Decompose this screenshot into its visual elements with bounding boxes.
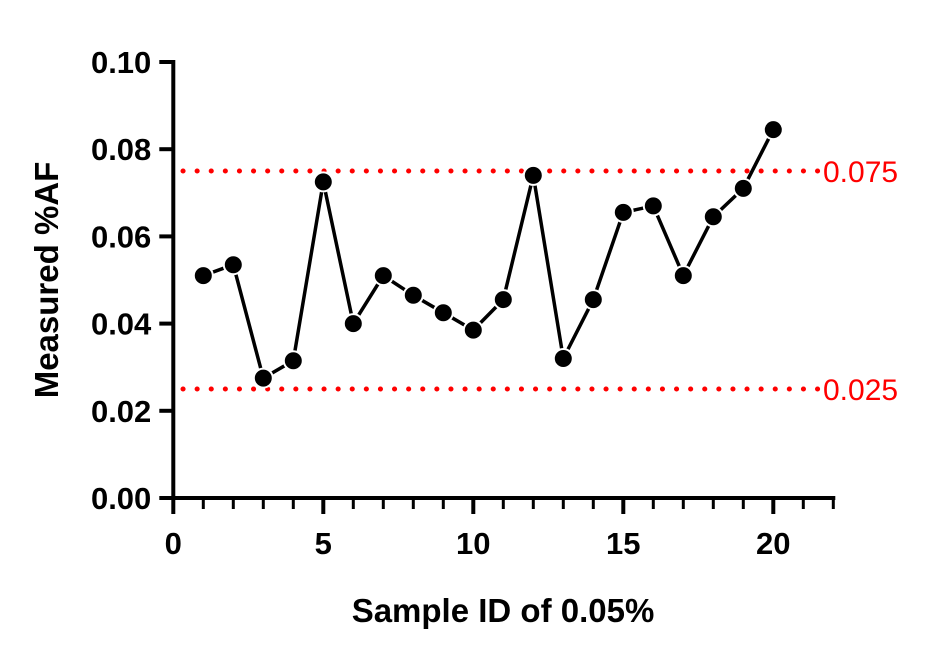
data-point-marker [372,265,394,287]
series-line [202,128,775,380]
data-point-marker [492,289,514,311]
x-axis-tick-label: 5 [315,526,332,561]
reference-line-label: 0.075 [823,156,898,189]
data-point-marker [342,313,364,335]
data-point-marker [762,119,784,141]
y-axis-tick-label: 0.08 [91,132,151,167]
data-point-marker [672,265,694,287]
y-axis-tick-label: 0.00 [91,481,151,516]
data-point-marker [312,171,334,193]
data-point-marker [702,206,724,228]
y-axis-tick-label: 0.10 [91,45,151,80]
data-point-marker [642,195,664,217]
y-axis-tick-label: 0.04 [91,307,152,342]
x-axis-tick-label: 0 [165,526,182,561]
chart-plot-area: 0.00 0.02 0.04 0.06 0.08 0.10 0 5 10 15 20 0.075 0.0… [91,45,898,561]
y-axis-title: Measured %AF [28,162,65,399]
x-axis-title: Sample ID of 0.05% [352,592,655,629]
data-point-marker [282,350,304,372]
data-point-marker [612,201,634,223]
data-point-marker [732,177,754,199]
x-axis-tick-label: 20 [756,526,790,561]
data-point-marker [402,284,424,306]
data-point-marker [462,319,484,341]
data-point-marker [522,164,544,186]
reference-line-label: 0.025 [823,374,898,407]
data-point-marker [222,254,244,276]
y-axis-tick-label: 0.02 [91,394,151,429]
data-point-marker [582,289,604,311]
data-point-marker [252,367,274,389]
data-point-marker [432,302,454,324]
data-point-marker [192,265,214,287]
y-axis-tick-label: 0.06 [91,219,151,254]
x-axis-tick-label: 15 [606,526,640,561]
x-axis-tick-label: 10 [456,526,490,561]
data-point-marker [552,348,574,369]
